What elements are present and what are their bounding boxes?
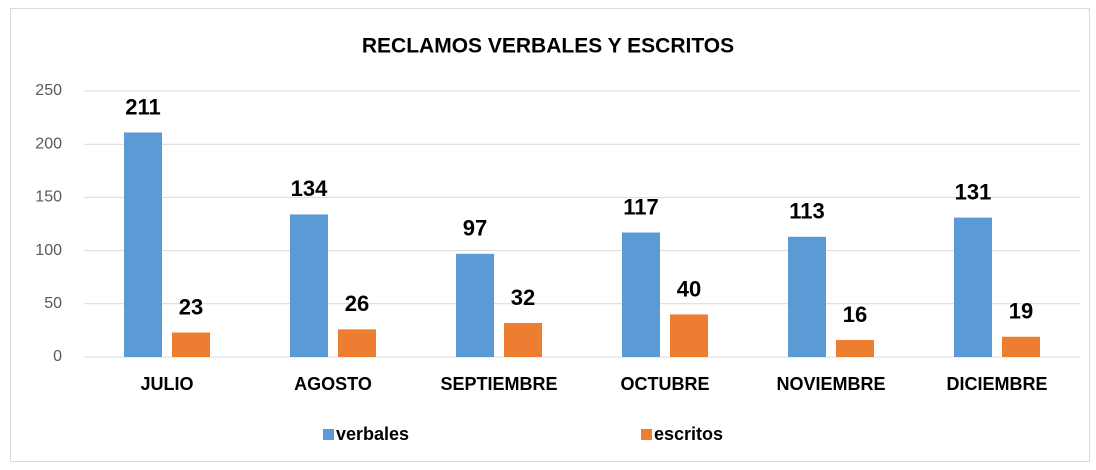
- data-label: 16: [843, 302, 867, 327]
- chart-title: RECLAMOS VERBALES Y ESCRITOS: [362, 35, 734, 58]
- data-label: 117: [623, 194, 659, 219]
- bar: [456, 253, 494, 357]
- y-tick-label: 150: [35, 189, 62, 206]
- x-tick-label: NOVIEMBRE: [776, 374, 885, 394]
- bar: [954, 217, 992, 357]
- x-tick-label: DICIEMBRE: [946, 374, 1047, 394]
- legend-label: verbales: [336, 424, 409, 444]
- data-label: 40: [677, 276, 701, 301]
- legend-label: escritos: [654, 424, 723, 444]
- bar: [788, 236, 826, 357]
- y-tick-label: 50: [44, 295, 62, 312]
- data-label: 19: [1009, 299, 1033, 324]
- data-label: 131: [955, 179, 992, 204]
- y-tick-label: 100: [35, 242, 62, 259]
- data-label: 134: [291, 176, 328, 201]
- data-label: 211: [125, 94, 161, 119]
- bar: [1002, 336, 1040, 357]
- x-tick-label: JULIO: [140, 374, 193, 394]
- bar: [670, 314, 708, 357]
- bar: [504, 322, 542, 357]
- bar: [172, 332, 210, 357]
- data-label: 23: [179, 294, 203, 319]
- y-tick-label: 250: [35, 82, 62, 99]
- chart-border: [10, 8, 1090, 462]
- y-tick-label: 200: [35, 135, 62, 152]
- data-label: 97: [463, 216, 487, 241]
- x-tick-label: SEPTIEMBRE: [440, 374, 557, 394]
- data-label: 26: [345, 291, 369, 316]
- x-tick-label: OCTUBRE: [621, 374, 710, 394]
- data-label: 32: [511, 285, 535, 310]
- bar: [124, 132, 162, 357]
- data-label: 113: [789, 199, 825, 224]
- bar: [290, 214, 328, 357]
- x-tick-label: AGOSTO: [294, 374, 372, 394]
- bar: [622, 232, 660, 357]
- y-tick-label: 0: [53, 348, 62, 365]
- legend-swatch: [641, 429, 652, 440]
- legend-swatch: [323, 429, 334, 440]
- bar: [836, 339, 874, 357]
- bar: [338, 329, 376, 357]
